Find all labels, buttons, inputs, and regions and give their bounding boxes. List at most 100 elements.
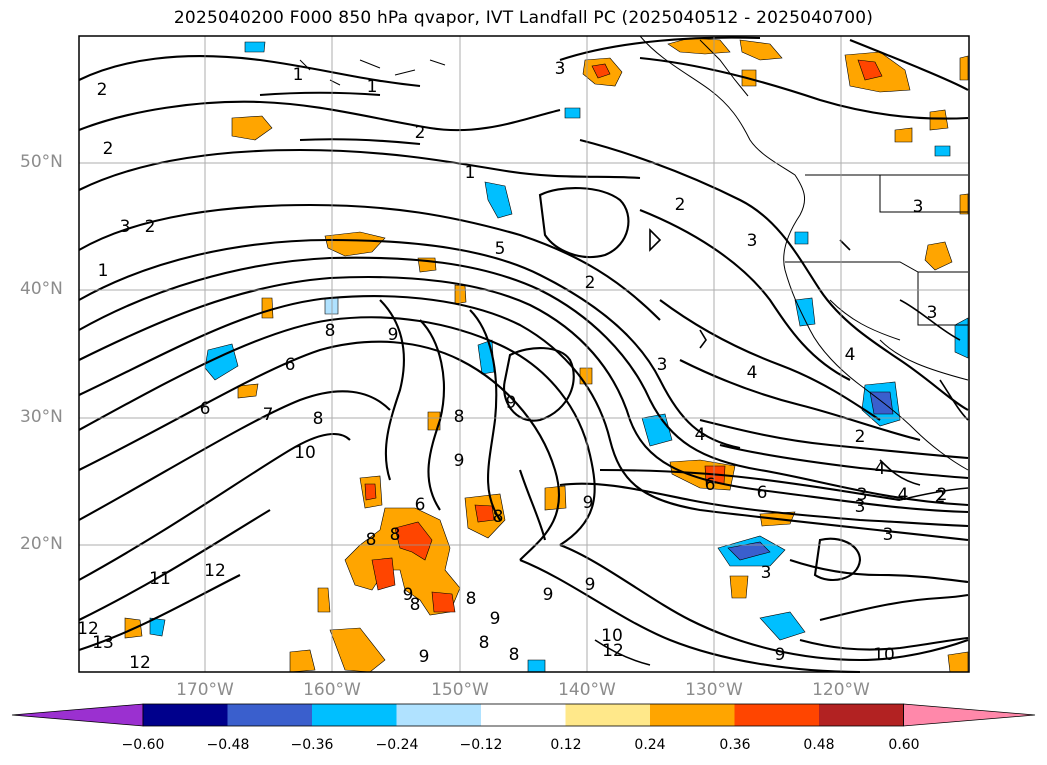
colorbar-tick: 0.24 <box>634 737 666 753</box>
contour-label: 12 <box>77 619 99 639</box>
contour-label: 9 <box>403 585 414 605</box>
lon-label-160w: 160°W <box>303 680 361 700</box>
contour-label: 9 <box>419 647 430 667</box>
contour-label: 13 <box>92 633 114 653</box>
colorbar-bin <box>734 704 819 726</box>
colorbar-tick: 0.36 <box>719 737 751 753</box>
contour-label: 10 <box>601 626 623 646</box>
map-title: 2025040200 F000 850 hPa qvapor, IVT Land… <box>173 8 874 28</box>
contour-label: 6 <box>757 483 768 503</box>
contour-label: 11 <box>149 569 171 589</box>
contour-label: 12 <box>602 641 624 661</box>
lon-label-170w: 170°W <box>176 680 234 700</box>
contour-label: 3 <box>855 497 866 517</box>
contour-label: 9 <box>583 493 594 513</box>
contour-label: 9 <box>454 451 465 471</box>
contour-label: 1 <box>367 77 378 97</box>
minor-contours <box>594 228 969 666</box>
colorbar-bin <box>565 704 650 726</box>
contour-label: 1 <box>465 163 476 183</box>
contour-label: 9 <box>585 575 596 595</box>
contour-label: 6 <box>285 355 296 375</box>
contour-label: 8 <box>313 409 324 429</box>
contour-label: 2 <box>145 217 156 237</box>
contour-label: 8 <box>509 645 520 665</box>
lon-label-150w: 150°W <box>431 680 489 700</box>
colorbar-tick: −0.60 <box>121 737 165 753</box>
colorbar-bin <box>396 704 481 726</box>
contour-label: 2 <box>855 427 866 447</box>
colorbar-bin <box>819 704 904 726</box>
contour-label: 6 <box>200 399 211 419</box>
lat-label-40n: 40°N <box>20 279 63 299</box>
contour-label: 8 <box>390 525 401 545</box>
contour-label: 3 <box>747 231 758 251</box>
contour-label: 1 <box>293 65 304 85</box>
contour-label: 3 <box>120 217 131 237</box>
colorbar-extend-high <box>903 703 1036 727</box>
colorbar-tick: −0.12 <box>459 737 503 753</box>
colorbar <box>11 703 1036 727</box>
colorbar-tick: −0.24 <box>375 737 419 753</box>
contour-label: 2 <box>103 139 114 159</box>
colorbar-tick: 0.12 <box>550 737 582 753</box>
contour-label: 2 <box>97 80 108 100</box>
contour-label: 9 <box>388 325 399 345</box>
contour-label: 3 <box>857 485 868 505</box>
contour-label: 3 <box>657 355 668 375</box>
contour-label: 7 <box>263 405 274 425</box>
contour-label: 8 <box>493 507 504 527</box>
contour-label: 3 <box>883 525 894 545</box>
contour-label: 9 <box>490 609 501 629</box>
contour-label: 12 <box>204 561 226 581</box>
contour-label: 2 <box>675 195 686 215</box>
contour-label: 4 <box>695 425 706 445</box>
colorbar-bin <box>143 704 228 726</box>
contour-label: 4 <box>898 485 909 505</box>
lat-label-50n: 50°N <box>20 152 63 172</box>
lon-label-130w: 130°W <box>685 680 743 700</box>
contour-label: 4 <box>747 363 758 383</box>
lat-label-30n: 30°N <box>20 407 63 427</box>
contour-label: 2 <box>585 273 596 293</box>
contour-label: 5 <box>495 239 506 259</box>
colorbar-tick: 0.48 <box>803 737 835 753</box>
colorbar-tick: −0.48 <box>206 737 250 753</box>
contour-label: 9 <box>506 393 517 413</box>
contour-label: 9 <box>775 645 786 665</box>
contour-label: 12 <box>129 653 151 673</box>
contour-label: 6 <box>415 495 426 515</box>
lon-label-120w: 120°W <box>812 680 870 700</box>
contour-label: 2 <box>937 485 948 505</box>
contour-label: 3 <box>927 303 938 323</box>
contour-label: 4 <box>845 345 856 365</box>
colorbar-bin <box>312 704 397 726</box>
colorbar-tick: 0.60 <box>888 737 920 753</box>
map-border <box>78 35 970 673</box>
contour-label: 9 <box>543 585 554 605</box>
contour-label: 3 <box>555 59 566 79</box>
contour-label: 1 <box>98 261 109 281</box>
colorbar-tick: −0.36 <box>290 737 334 753</box>
contour-label: 8 <box>479 633 490 653</box>
colorbar-bin <box>650 704 735 726</box>
lon-label-140w: 140°W <box>558 680 616 700</box>
lat-label-20n: 20°N <box>20 534 63 554</box>
contour-label: 8 <box>466 589 477 609</box>
colorbar-extend-low <box>11 703 144 727</box>
contour-label: 4 <box>875 459 886 479</box>
contour-label: 6 <box>705 475 716 495</box>
contour-label: 2 <box>935 487 946 507</box>
contour-label: 10 <box>873 645 895 665</box>
contour-label: 8 <box>325 321 336 341</box>
contour-label: 8 <box>366 530 377 550</box>
contour-label: 3 <box>761 563 772 583</box>
colorbar-outline <box>142 703 904 727</box>
shaded-anomaly-patches <box>124 37 969 673</box>
contour-label: 3 <box>913 197 924 217</box>
colorbar-bin <box>227 704 312 726</box>
contour-label: 8 <box>410 595 421 615</box>
gridlines <box>79 36 969 672</box>
